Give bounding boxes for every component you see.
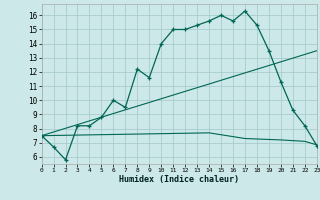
X-axis label: Humidex (Indice chaleur): Humidex (Indice chaleur): [119, 175, 239, 184]
